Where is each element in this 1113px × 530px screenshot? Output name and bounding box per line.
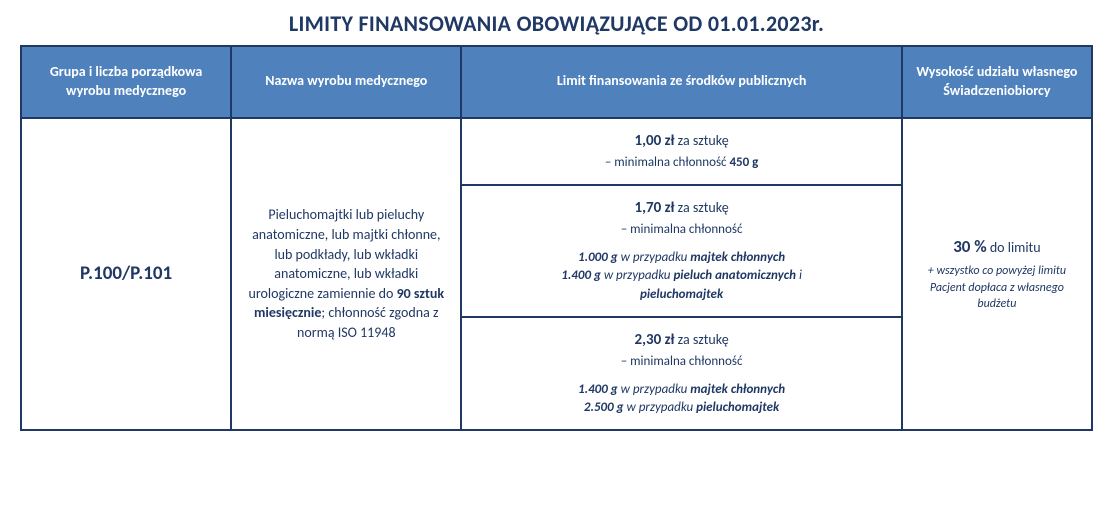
limit-3-d0-val: 1.400 g	[578, 382, 618, 397]
cell-limit-3: 2,30 zł za sztukę – minimalna chłonność …	[461, 317, 901, 431]
limit-2-d0-mid: w przypadku	[618, 250, 691, 265]
limit-2-details: 1.000 g w przypadku majtek chłonnych 1.4…	[480, 249, 882, 304]
col-header-limit: Limit finansowania ze środków publicznyc…	[461, 46, 901, 118]
col-header-name: Nazwa wyrobu medycznego	[231, 46, 461, 118]
cell-product-name: Pieluchomajtki lub pieluchy anatomiczne,…	[231, 118, 461, 431]
share-percent-line: 30 % do limitu	[915, 235, 1079, 259]
limit-2-detail-line: 1.400 g w przypadku pieluch anatomicznyc…	[480, 267, 882, 285]
limit-3-d0-mid: w przypadku	[618, 382, 691, 397]
limit-3-price: 2,30 zł	[635, 331, 675, 349]
limit-2-d1-item: pieluch anatomicznych	[673, 268, 796, 283]
limit-2-detail-line: pieluchomajtek	[480, 286, 882, 304]
table-row: P.100/P.101 Pieluchomajtki lub pieluchy …	[21, 118, 1092, 185]
col-header-group: Grupa i liczba porządkowa wyrobu medyczn…	[21, 46, 231, 118]
cell-limit-2: 1,70 zł za sztukę – minimalna chłonność …	[461, 185, 901, 317]
limit-2-price-suffix: za sztukę	[675, 199, 729, 216]
limit-2-price-line: 1,70 zł za sztukę	[480, 198, 882, 219]
limit-3-sub: – minimalna chłonność	[480, 353, 882, 371]
limits-table: Grupa i liczba porządkowa wyrobu medyczn…	[20, 45, 1093, 431]
limit-2-price: 1,70 zł	[635, 199, 675, 217]
table-header-row: Grupa i liczba porządkowa wyrobu medyczn…	[21, 46, 1092, 118]
limit-2-d0-val: 1.000 g	[578, 250, 618, 265]
limit-1-price-line: 1,00 zł za sztukę	[480, 131, 882, 152]
cell-share: 30 % do limitu + wszystko co powyżej lim…	[902, 118, 1092, 431]
limit-3-details: 1.400 g w przypadku majtek chłonnych 2.5…	[480, 381, 882, 417]
limit-2-d0-item: majtek chłonnych	[690, 250, 785, 265]
page-title: LIMITY FINANSOWANIA OBOWIĄZUJĄCE OD 01.0…	[20, 10, 1093, 37]
cell-group-code: P.100/P.101	[21, 118, 231, 431]
limit-3-price-line: 2,30 zł za sztukę	[480, 330, 882, 351]
limit-3-d1-val: 2.500 g	[584, 400, 624, 415]
limit-2-sub: – minimalna chłonność	[480, 221, 882, 239]
limit-1-sub-bold: 450 g	[729, 155, 758, 170]
limit-1-price: 1,00 zł	[635, 132, 675, 150]
share-percent: 30 %	[953, 236, 986, 257]
limit-1-sub: – minimalna chłonność 450 g	[480, 154, 882, 172]
share-percent-suffix: do limitu	[987, 239, 1041, 256]
limit-1-price-suffix: za sztukę	[675, 132, 729, 149]
share-note: + wszystko co powyżej limitu Pacjent dop…	[915, 263, 1079, 313]
group-code-text: P.100/P.101	[80, 262, 172, 285]
limit-2-d1-val: 1.400 g	[561, 268, 601, 283]
limit-3-d1-mid: w przypadku	[624, 400, 697, 415]
col-header-share: Wysokość udziału własnego Świadczeniobio…	[902, 46, 1092, 118]
cell-limit-1: 1,00 zł za sztukę – minimalna chłonność …	[461, 118, 901, 185]
limit-3-d1-item: pieluchomajtek	[696, 400, 779, 415]
limit-3-detail-line: 2.500 g w przypadku pieluchomajtek	[480, 399, 882, 417]
limit-2-d1-mid: w przypadku	[601, 268, 674, 283]
limit-3-d0-item: majtek chłonnych	[690, 382, 785, 397]
limit-3-price-suffix: za sztukę	[675, 331, 729, 348]
limit-2-d2-item: pieluchomajtek	[640, 287, 723, 302]
limit-3-detail-line: 1.400 g w przypadku majtek chłonnych	[480, 381, 882, 399]
limit-2-detail-line: 1.000 g w przypadku majtek chłonnych	[480, 249, 882, 267]
limit-1-sub-text: – minimalna chłonność	[605, 155, 730, 170]
limit-2-d1-tail: i	[796, 268, 802, 283]
